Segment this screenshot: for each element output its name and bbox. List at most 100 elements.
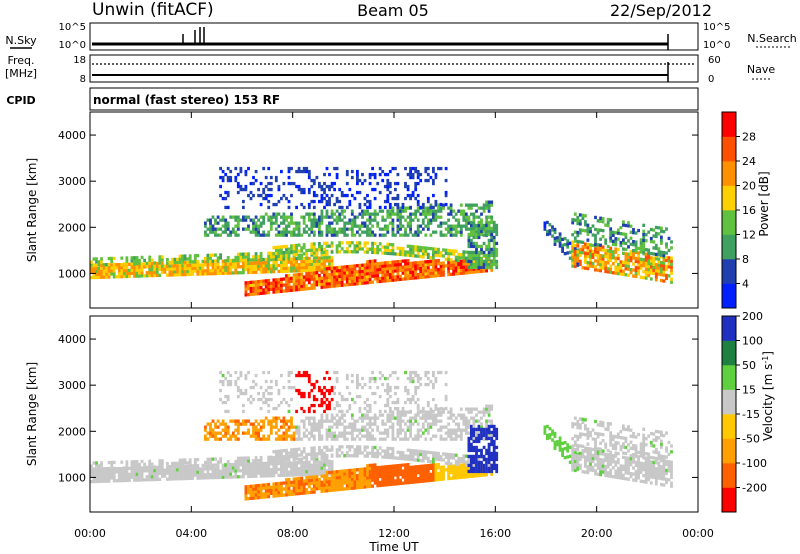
power-cell <box>186 269 190 274</box>
power-cell <box>264 282 268 286</box>
power-cell <box>634 249 638 253</box>
velocity-cell <box>383 422 387 426</box>
power-cell <box>343 209 347 213</box>
power-cell <box>257 193 260 198</box>
power-cell <box>432 250 435 254</box>
power-cell <box>269 193 273 198</box>
velocity-cell <box>280 467 283 471</box>
power-cell <box>399 224 402 228</box>
velocity-cell <box>416 406 420 411</box>
velocity-cell <box>419 452 423 457</box>
power-cell <box>292 269 296 273</box>
velocity-cell <box>401 419 405 423</box>
velocity-cell <box>330 482 334 486</box>
power-cell <box>274 290 278 294</box>
velocity-cell <box>297 370 301 375</box>
velocity-cell <box>399 410 402 414</box>
velocity-cell <box>193 467 197 471</box>
velocity-cell <box>158 459 162 463</box>
power-cell <box>467 253 471 257</box>
velocity-cell <box>318 452 321 456</box>
power-cell <box>350 250 354 254</box>
power-cell <box>338 283 342 288</box>
velocity-cell <box>204 437 207 441</box>
velocity-cell <box>386 455 390 459</box>
power-cell <box>386 209 390 213</box>
power-cell <box>333 227 336 231</box>
power-cell <box>224 218 228 222</box>
power-cell <box>247 224 250 228</box>
power-cell <box>373 277 377 281</box>
power-cell <box>378 166 382 171</box>
power-cell <box>295 252 298 257</box>
power-cell <box>247 287 250 291</box>
velocity-cell <box>426 467 430 471</box>
velocity-cell <box>394 406 397 411</box>
power-cell <box>599 263 602 267</box>
velocity-cell <box>426 479 430 483</box>
power-cell <box>340 190 344 195</box>
power-cell <box>371 244 374 249</box>
velocity-cell <box>315 457 319 461</box>
power-cell <box>404 253 407 257</box>
power-cell <box>274 218 278 222</box>
velocity-cell <box>432 416 435 420</box>
velocity-cell <box>414 458 418 462</box>
power-cell <box>391 166 395 171</box>
power-cell <box>229 268 233 272</box>
velocity-cell <box>396 434 400 438</box>
velocity-cell <box>287 419 291 423</box>
velocity-cell <box>361 434 364 438</box>
velocity-cell <box>371 463 374 467</box>
velocity-cell <box>394 479 397 483</box>
power-cell <box>128 268 131 272</box>
power-cell <box>290 230 293 234</box>
power-cell <box>338 274 342 279</box>
velocity-cell <box>325 431 329 435</box>
velocity-cell <box>269 379 273 384</box>
power-cell <box>634 274 638 279</box>
velocity-cell <box>125 475 129 480</box>
power-cell <box>487 223 491 228</box>
velocity-cell <box>244 494 248 498</box>
power-cell <box>254 215 258 219</box>
velocity-cell <box>183 458 187 462</box>
power-cell <box>611 242 615 246</box>
power-cell <box>353 250 357 254</box>
velocity-cell <box>307 481 311 486</box>
velocity-cell <box>411 376 415 381</box>
power-cell <box>426 178 430 183</box>
power-cell <box>561 243 564 247</box>
power-cell <box>475 209 478 213</box>
velocity-cell <box>330 448 334 452</box>
velocity-cell <box>358 479 362 484</box>
velocity-cell <box>350 483 354 487</box>
power-cell <box>480 218 483 222</box>
power-cell <box>292 257 296 261</box>
velocity-cell <box>373 472 377 476</box>
power-cell <box>386 172 390 177</box>
velocity-cell <box>411 370 415 375</box>
velocity-cell <box>419 409 423 414</box>
velocity-cell <box>373 419 377 423</box>
velocity-cell <box>206 467 210 471</box>
velocity-cell <box>320 466 324 470</box>
power-cell <box>105 272 108 276</box>
velocity-cell <box>358 437 362 441</box>
velocity-cell <box>277 473 281 478</box>
power-cell <box>571 233 575 237</box>
power-cell <box>209 263 212 267</box>
velocity-cell <box>406 466 410 470</box>
power-cell <box>310 242 314 246</box>
velocity-cell <box>419 376 423 381</box>
power-cell <box>424 266 428 270</box>
power-cell <box>307 256 311 261</box>
velocity-cell <box>345 454 349 458</box>
power-cell <box>614 259 618 263</box>
power-cell <box>492 262 496 267</box>
velocity-cell <box>262 483 266 487</box>
power-cell <box>280 230 283 234</box>
velocity-cell <box>350 379 354 384</box>
power-cell <box>472 218 476 222</box>
velocity-cell <box>429 472 433 476</box>
